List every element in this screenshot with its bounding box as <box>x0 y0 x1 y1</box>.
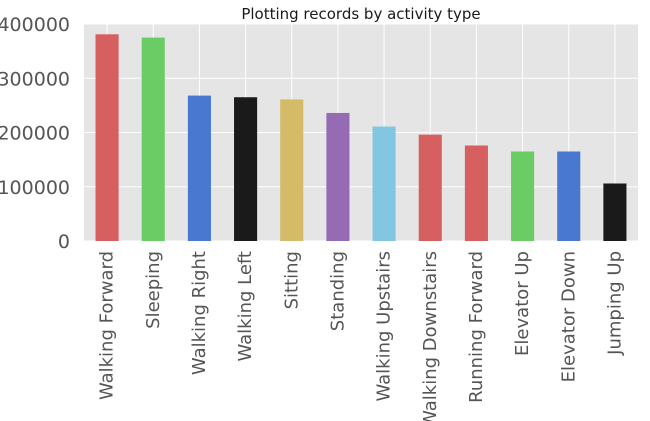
x-tick-label: Walking Downstairs <box>420 251 441 421</box>
y-tick-label: 200000 <box>0 123 70 145</box>
y-tick-label: 300000 <box>0 68 70 90</box>
bar-elevator-up <box>511 151 535 241</box>
bar-jumping-up <box>603 183 627 241</box>
x-tick-label: Walking Left <box>235 251 256 362</box>
x-tick-label: Running Forward <box>466 251 487 403</box>
x-tick-label: Sleeping <box>143 251 164 329</box>
bar-sitting <box>280 99 304 241</box>
bar-standing <box>326 112 350 241</box>
x-tick-label: Walking Forward <box>97 251 118 400</box>
y-tick-label: 100000 <box>0 177 70 199</box>
x-tick-label: Walking Right <box>189 251 210 375</box>
bar-walking-upstairs <box>372 126 396 241</box>
bars <box>95 34 627 242</box>
x-tick-label: Elevator Up <box>512 251 533 356</box>
x-tick-label: Standing <box>327 251 348 331</box>
y-tick-label: 0 <box>58 231 70 253</box>
x-axis-ticks: Walking Forward Sleeping Walking Right Walk… <box>97 251 626 421</box>
bar-walking-downstairs <box>418 134 442 241</box>
x-tick-label: Sitting <box>281 251 302 309</box>
x-tick-label: Walking Upstairs <box>374 251 395 402</box>
x-tick-label: Jumping Up <box>604 251 625 356</box>
bar-walking-forward <box>95 34 119 242</box>
y-axis-ticks: 0 100000 200000 300000 400000 <box>0 14 70 253</box>
bar-sleeping <box>141 37 165 241</box>
bar-running-forward <box>464 145 488 241</box>
x-tick-label: Elevator Down <box>558 251 579 382</box>
y-tick-label: 400000 <box>0 14 70 36</box>
bar-walking-left <box>234 97 258 241</box>
chart-title: Plotting records by activity type <box>241 5 480 23</box>
bar-elevator-down <box>557 151 581 241</box>
bar-walking-right <box>187 95 211 241</box>
